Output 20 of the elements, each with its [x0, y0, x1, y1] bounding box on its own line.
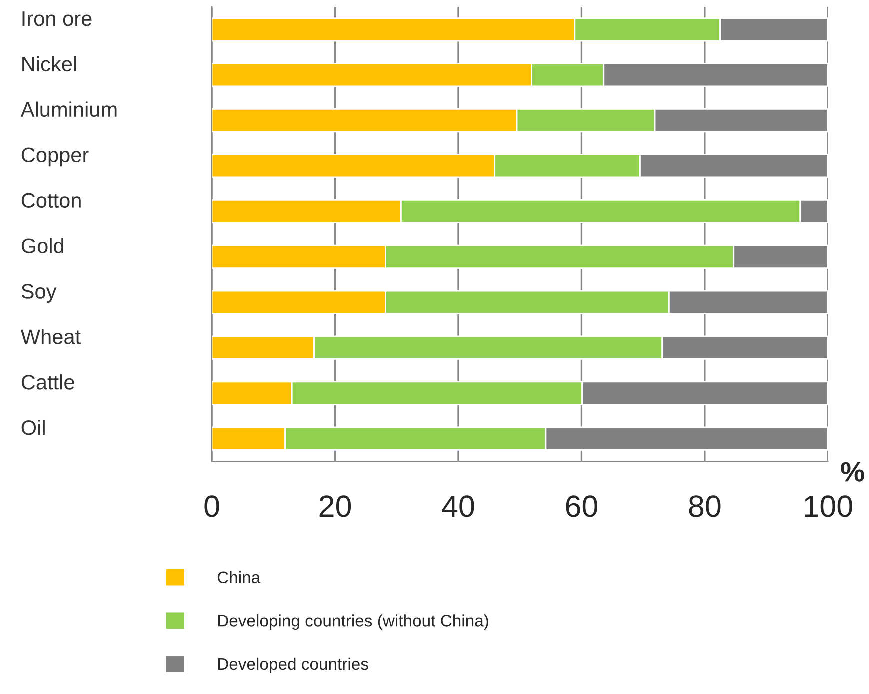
y-tick-label: Cotton	[22, 193, 81, 208]
y-tick-label: Cattle	[22, 374, 74, 390]
legend-label: Developing countries (without China)	[218, 614, 488, 630]
y-tick-label: Wheat	[20, 329, 81, 344]
legend-label: Developed countries	[218, 658, 368, 674]
y-tick-label: Iron ore	[22, 12, 92, 26]
y-tick-label: Nickel	[22, 56, 76, 72]
y-tick-label: Copper	[22, 148, 89, 167]
x-tick-label: 0	[204, 496, 220, 518]
x-tick-label: 20	[320, 496, 352, 518]
y-tick-label: Soy	[22, 284, 57, 304]
legend-label: China	[218, 571, 261, 584]
y-tick-label: Gold	[22, 238, 64, 254]
x-axis-title: %	[841, 462, 864, 482]
y-tick-label: Oil	[22, 420, 45, 436]
x-tick-label: 60	[566, 496, 598, 518]
y-tick-label: Aluminium	[20, 102, 117, 118]
x-tick-label: 80	[689, 496, 721, 518]
x-tick-label: 100	[805, 496, 852, 518]
x-tick-label: 40	[442, 496, 474, 518]
